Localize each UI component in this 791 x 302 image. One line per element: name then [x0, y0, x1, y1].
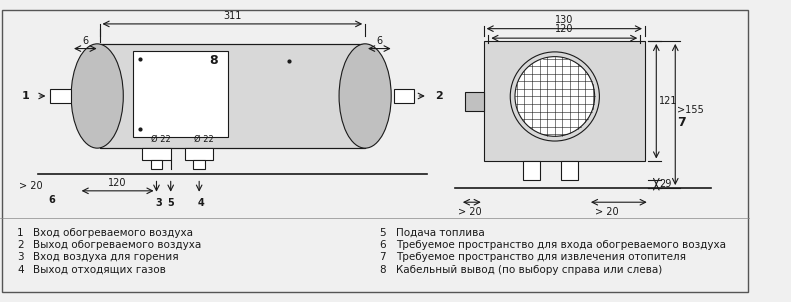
Text: Выход отходящих газов: Выход отходящих газов	[33, 265, 166, 275]
Text: 3: 3	[155, 198, 161, 208]
Bar	[100, 44, 365, 148]
Text: Подача топлива: Подача топлива	[396, 228, 485, 238]
Circle shape	[515, 57, 595, 136]
Ellipse shape	[339, 44, 392, 148]
Text: 6: 6	[377, 36, 382, 46]
Text: 2: 2	[435, 91, 443, 101]
Text: 7: 7	[677, 116, 686, 129]
Text: 120: 120	[108, 178, 127, 188]
Text: > 20: > 20	[19, 181, 43, 191]
Bar	[142, 148, 171, 159]
Text: Кабельный вывод (по выбору справа или слева): Кабельный вывод (по выбору справа или сл…	[396, 265, 663, 275]
Bar	[394, 89, 414, 103]
Text: 5: 5	[380, 228, 386, 238]
Text: > 20: > 20	[458, 207, 481, 217]
Text: Ø 22: Ø 22	[151, 134, 171, 143]
Text: Ø 22: Ø 22	[194, 134, 214, 143]
Text: Выход обогреваемого воздуха: Выход обогреваемого воздуха	[33, 240, 202, 250]
Text: 6: 6	[82, 36, 89, 46]
Text: > 20: > 20	[595, 207, 619, 217]
Text: 2: 2	[17, 240, 24, 250]
Bar	[483, 41, 645, 162]
Text: 8: 8	[209, 54, 218, 67]
Text: 8: 8	[380, 265, 386, 275]
Bar	[133, 51, 228, 137]
Bar	[100, 44, 365, 148]
Text: Требуемое пространство для входа обогреваемого воздуха: Требуемое пространство для входа обогрев…	[396, 240, 726, 250]
Text: 311: 311	[223, 11, 241, 21]
Text: 6: 6	[49, 194, 55, 205]
Text: 3: 3	[17, 252, 24, 262]
Text: 121: 121	[659, 96, 678, 106]
Bar	[561, 162, 577, 180]
Text: Требуемое пространство для извлечения отопителя: Требуемое пространство для извлечения от…	[396, 252, 687, 262]
Text: Вход обогреваемого воздуха: Вход обогреваемого воздуха	[33, 228, 193, 238]
Text: 1: 1	[17, 228, 24, 238]
Text: 120: 120	[555, 24, 573, 34]
Bar	[151, 159, 162, 169]
Text: >155: >155	[677, 105, 704, 115]
Text: 130: 130	[555, 15, 573, 25]
Text: Вход воздуха для горения: Вход воздуха для горения	[33, 252, 179, 262]
Text: 29: 29	[659, 179, 672, 189]
Text: 5: 5	[168, 198, 174, 208]
Bar	[465, 92, 483, 111]
Text: 1: 1	[21, 91, 29, 101]
Text: 6: 6	[380, 240, 386, 250]
Text: 4: 4	[17, 265, 24, 275]
Text: 7: 7	[380, 252, 386, 262]
Bar	[185, 148, 214, 159]
Ellipse shape	[71, 44, 123, 148]
Bar	[51, 89, 71, 103]
Bar	[194, 159, 205, 169]
Bar	[523, 162, 539, 180]
Text: 4: 4	[198, 198, 204, 208]
